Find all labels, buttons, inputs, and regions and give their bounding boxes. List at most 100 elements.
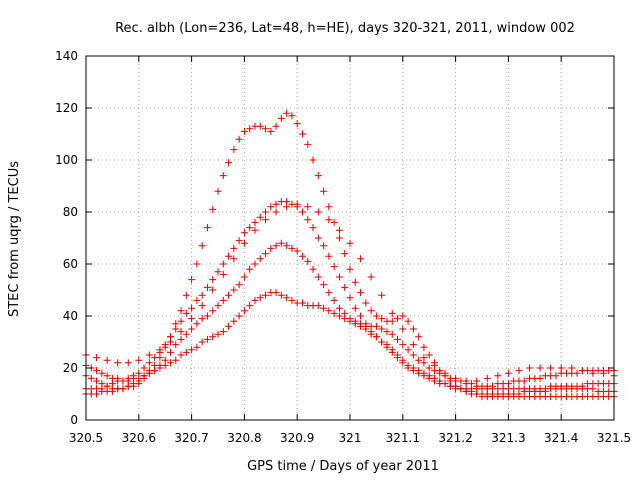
data-point: [304, 216, 312, 224]
data-point: [351, 278, 359, 286]
data-point: [494, 372, 502, 380]
data-point: [441, 380, 449, 388]
data-point: [267, 244, 275, 252]
data-point: [293, 120, 301, 128]
data-point: [235, 312, 243, 320]
data-point: [219, 260, 227, 268]
data-point: [119, 385, 127, 393]
y-tick-label: 120: [55, 101, 78, 115]
data-point: [372, 312, 380, 320]
data-point: [383, 328, 391, 336]
data-point: [320, 187, 328, 195]
data-point: [124, 382, 132, 390]
data-point: [214, 302, 222, 310]
data-point: [404, 346, 412, 354]
data-point: [124, 359, 132, 367]
data-point: [93, 354, 101, 362]
x-tick-label: 320.9: [280, 431, 314, 445]
data-point: [262, 291, 270, 299]
series-5: [82, 200, 618, 385]
data-point: [172, 341, 180, 349]
x-tick-label: 320.8: [227, 431, 261, 445]
data-point: [214, 330, 222, 338]
data-point: [378, 315, 386, 323]
data-point: [568, 364, 576, 372]
data-point: [298, 130, 306, 138]
data-point: [298, 252, 306, 260]
data-point: [536, 374, 544, 382]
data-point: [230, 317, 238, 325]
data-point: [203, 283, 211, 291]
data-point: [473, 390, 481, 398]
x-axis-ticks: 320.5 320.6 320.7 320.8 320.9 321 321.1 321.2 32…: [69, 56, 631, 445]
data-point: [362, 299, 370, 307]
data-point: [188, 315, 196, 323]
data-point: [93, 377, 101, 385]
data-point: [314, 273, 322, 281]
x-tick-label: 321.5: [597, 431, 631, 445]
series-3: [82, 289, 618, 398]
data-point: [209, 276, 217, 284]
data-point: [599, 369, 607, 377]
data-point: [346, 265, 354, 273]
data-point: [240, 307, 248, 315]
data-point: [156, 346, 164, 354]
data-point: [578, 367, 586, 375]
data-point: [504, 369, 512, 377]
data-point: [256, 213, 264, 221]
data-point: [198, 315, 206, 323]
data-point: [225, 159, 233, 167]
data-point: [108, 387, 116, 395]
data-point: [166, 338, 174, 346]
data-point: [378, 338, 386, 346]
data-point: [446, 377, 454, 385]
data-point: [251, 218, 259, 226]
data-point: [462, 377, 470, 385]
data-point: [198, 338, 206, 346]
data-point: [314, 208, 322, 216]
data-point: [267, 127, 275, 135]
y-tick-label: 20: [63, 361, 78, 375]
data-point: [283, 109, 291, 117]
data-point: [351, 304, 359, 312]
x-tick-label: 320.5: [69, 431, 103, 445]
data-point: [357, 289, 365, 297]
y-axis-label: STEC from uqrg / TECUs: [7, 161, 22, 317]
data-point: [156, 364, 164, 372]
data-point: [367, 273, 375, 281]
data-point: [452, 374, 460, 382]
data-point: [130, 380, 138, 388]
data-point: [325, 289, 333, 297]
data-point: [203, 312, 211, 320]
chart-title: Rec. albh (Lon=236, Lat=48, h=HE), days …: [115, 21, 575, 36]
data-point: [415, 356, 423, 364]
y-tick-label: 80: [63, 205, 78, 219]
data-point: [182, 330, 190, 338]
data-point: [145, 351, 153, 359]
data-point: [209, 286, 217, 294]
data-point: [388, 317, 396, 325]
data-point: [246, 125, 254, 133]
data-point: [140, 372, 148, 380]
data-point: [388, 346, 396, 354]
data-point: [209, 205, 217, 213]
data-point: [383, 341, 391, 349]
data-point: [93, 367, 101, 375]
data-point: [325, 307, 333, 315]
data-point: [246, 265, 254, 273]
data-point: [135, 377, 143, 385]
data-point: [235, 135, 243, 143]
x-tick-label: 320.6: [122, 431, 156, 445]
data-point: [103, 356, 111, 364]
data-points: [82, 109, 618, 401]
data-point: [198, 302, 206, 310]
data-point: [209, 333, 217, 341]
data-point: [404, 317, 412, 325]
data-point: [357, 312, 365, 320]
data-point: [394, 351, 402, 359]
data-point: [552, 372, 560, 380]
data-point: [346, 317, 354, 325]
data-point: [483, 374, 491, 382]
data-point: [288, 296, 296, 304]
